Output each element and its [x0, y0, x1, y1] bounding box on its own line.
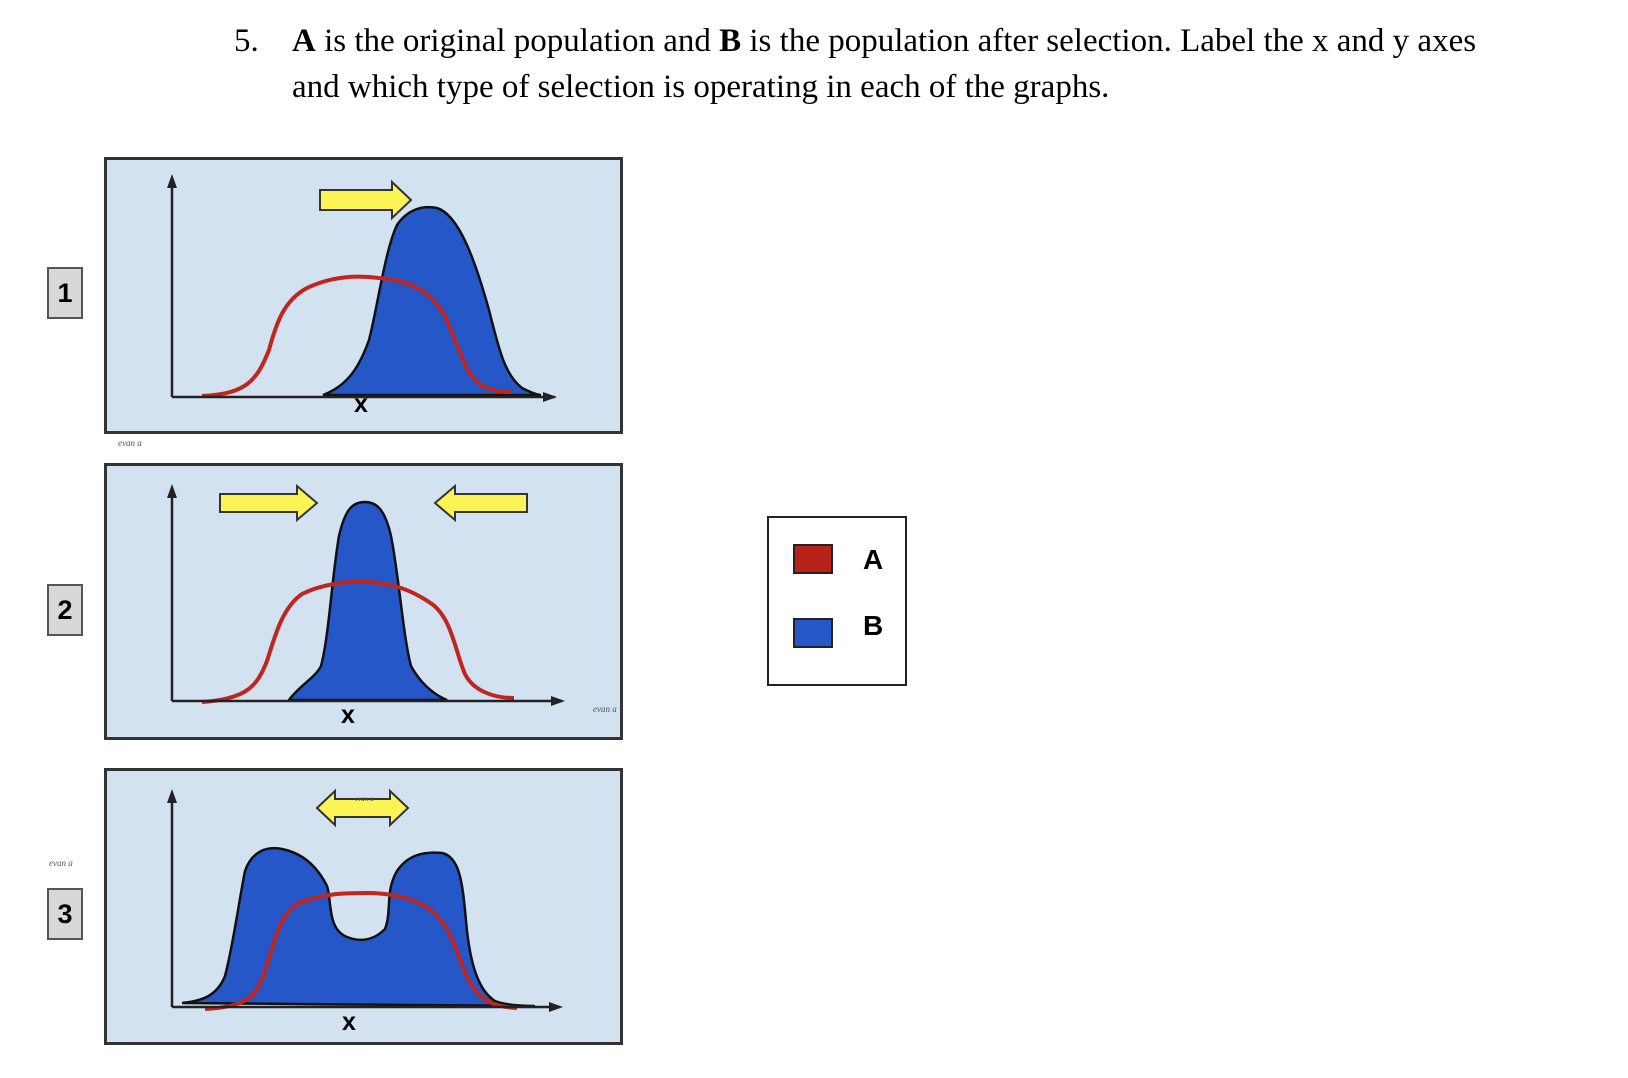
yellow-block-arrow-icon	[319, 179, 413, 221]
legend-swatch-b	[793, 618, 833, 648]
axis-arrowhead-icon	[167, 789, 563, 1012]
panel-number-3: 3	[47, 888, 83, 940]
watermark: evan a	[118, 438, 142, 448]
population-b-term: B	[719, 23, 742, 59]
yellow-block-arrow-icon	[315, 788, 410, 828]
legend-swatch-a	[793, 544, 833, 574]
population-a-curve	[201, 274, 513, 398]
axis-arrowhead-icon	[167, 174, 557, 402]
population-b-shape	[181, 847, 536, 1008]
population-a-curve	[201, 579, 515, 704]
watermark: evan a	[593, 704, 617, 714]
watermark: evan a	[355, 795, 374, 803]
legend-label-b: B	[863, 610, 884, 641]
axis-arrowhead-icon	[167, 484, 565, 706]
population-a-curve	[204, 890, 518, 1011]
question-line-1: 5. A is the original population and B is …	[234, 18, 1614, 64]
question-line-2: and which type of selection is operating…	[292, 69, 1110, 105]
panel-number-1: 1	[47, 267, 83, 319]
question-number: 5.	[234, 23, 259, 59]
yellow-block-arrow-icon	[219, 483, 319, 523]
x-axis-label-2: x	[341, 701, 355, 729]
panel-number-2: 2	[47, 584, 83, 636]
watermark: evan a	[49, 858, 73, 868]
graph-2-svg	[167, 483, 565, 706]
question-text: 5. A is the original population and B is …	[234, 18, 1614, 110]
population-a-term: A	[292, 23, 316, 59]
graph-3-svg	[167, 788, 563, 1012]
x-axis-label-3: x	[342, 1008, 356, 1036]
legend-label-a: A	[863, 544, 884, 575]
yellow-block-arrow-icon	[433, 483, 528, 523]
legend-box: A B	[767, 516, 907, 686]
graph-panel-directional: x	[104, 157, 623, 434]
graph-panel-disruptive: evan a x	[104, 768, 623, 1045]
x-axis-label-1: x	[354, 390, 368, 418]
population-b-shape	[286, 500, 448, 702]
graph-1-svg	[167, 174, 557, 402]
graph-panel-stabilizing: x evan a	[104, 463, 623, 740]
